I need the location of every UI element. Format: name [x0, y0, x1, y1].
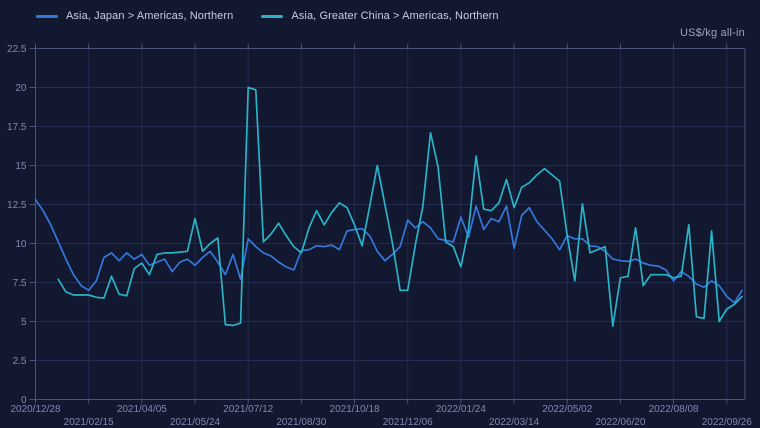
axis-ticks: [29, 43, 728, 404]
axis-labels: 0 2.5 5 7.5 10 12.5 15 17.5 20 22.5 2020/12/28 2021…: [7, 44, 752, 428]
svg-text:0: 0: [21, 395, 27, 406]
svg-text:2021/10/18: 2021/10/18: [330, 404, 380, 415]
legend-label: Asia, Greater China > Americas, Northern: [291, 10, 499, 22]
legend-item-asia-japan[interactable]: Asia, Japan > Americas, Northern: [36, 10, 233, 22]
legend-item-asia-greater-china[interactable]: Asia, Greater China > Americas, Northern: [261, 10, 499, 22]
svg-text:2.5: 2.5: [13, 356, 27, 367]
svg-text:7.5: 7.5: [13, 278, 27, 289]
svg-text:22.5: 22.5: [7, 44, 27, 55]
chart-legend: Asia, Japan > Americas, Northern Asia, G…: [36, 10, 499, 22]
svg-text:2022/03/14: 2022/03/14: [489, 417, 539, 428]
series-line-asia-greater-china: [57, 86, 743, 328]
svg-text:2022/01/24: 2022/01/24: [436, 404, 486, 415]
plot-border: [35, 48, 746, 400]
legend-line-icon: [36, 14, 58, 18]
svg-text:12.5: 12.5: [7, 200, 27, 211]
svg-text:2020/12/28: 2020/12/28: [10, 404, 60, 415]
svg-text:17.5: 17.5: [7, 122, 27, 133]
svg-text:5: 5: [21, 317, 27, 328]
svg-text:15: 15: [15, 161, 27, 172]
svg-text:20: 20: [15, 83, 27, 94]
svg-text:10: 10: [15, 239, 27, 250]
svg-text:2021/07/12: 2021/07/12: [223, 404, 273, 415]
legend-label: Asia, Japan > Americas, Northern: [66, 10, 234, 22]
svg-text:2022/08/08: 2022/08/08: [649, 404, 699, 415]
svg-text:2021/12/06: 2021/12/06: [383, 417, 433, 428]
legend-line-icon: [261, 14, 284, 18]
svg-text:2021/02/15: 2021/02/15: [64, 417, 114, 428]
svg-text:2022/09/26: 2022/09/26: [702, 417, 752, 428]
svg-text:2022/05/02: 2022/05/02: [542, 404, 592, 415]
svg-text:2022/06/20: 2022/06/20: [595, 417, 645, 428]
svg-text:2021/04/05: 2021/04/05: [117, 404, 167, 415]
gridlines: [35, 48, 745, 400]
svg-text:2021/05/24: 2021/05/24: [170, 417, 220, 428]
svg-text:2021/08/30: 2021/08/30: [276, 417, 326, 428]
unit-label: US$/kg all-in: [680, 27, 745, 39]
